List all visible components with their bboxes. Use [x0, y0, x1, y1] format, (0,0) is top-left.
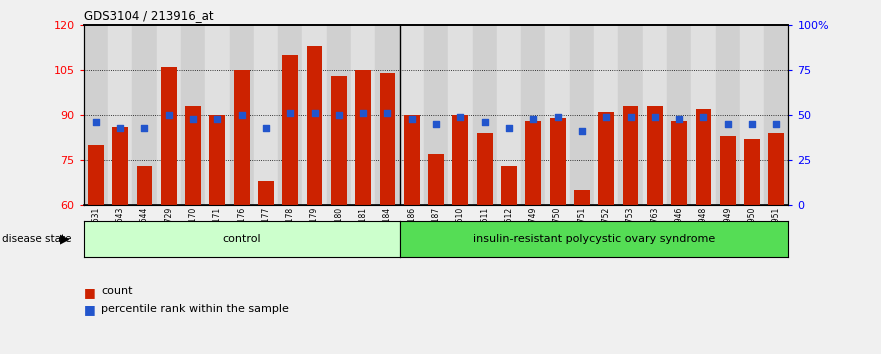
Bar — [671, 121, 687, 205]
Point — [769, 121, 783, 127]
Bar — [428, 154, 444, 205]
Point — [624, 114, 638, 120]
Point — [259, 125, 273, 131]
Bar — [525, 121, 541, 205]
Point — [89, 119, 103, 125]
Text: control: control — [222, 234, 261, 244]
Bar — [157, 25, 181, 205]
Bar — [210, 115, 226, 205]
Text: count: count — [101, 286, 133, 296]
Point — [478, 119, 492, 125]
Bar — [307, 46, 322, 205]
Bar — [768, 133, 784, 205]
Point — [696, 114, 710, 120]
Bar — [720, 136, 736, 205]
Point — [575, 129, 589, 134]
Bar — [497, 25, 522, 205]
Point — [745, 121, 759, 127]
Bar — [161, 67, 177, 205]
Text: disease state: disease state — [2, 234, 71, 244]
Bar — [477, 133, 492, 205]
Bar — [108, 25, 132, 205]
Point — [113, 125, 127, 131]
Point — [502, 125, 516, 131]
Point — [721, 121, 735, 127]
Bar — [181, 25, 205, 205]
Point — [186, 116, 200, 121]
Bar — [254, 25, 278, 205]
Bar — [233, 70, 249, 205]
Point — [356, 110, 370, 116]
Bar — [230, 25, 254, 205]
Bar — [618, 25, 642, 205]
Point — [526, 116, 540, 121]
Bar — [550, 118, 566, 205]
Point — [307, 110, 322, 116]
Bar — [472, 25, 497, 205]
Point — [162, 112, 176, 118]
Bar — [375, 25, 400, 205]
Point — [648, 114, 662, 120]
Bar — [598, 112, 614, 205]
Bar — [545, 25, 570, 205]
Bar — [453, 115, 469, 205]
Bar — [84, 25, 108, 205]
Point — [234, 112, 248, 118]
Point — [429, 121, 443, 127]
Bar — [278, 25, 302, 205]
Point — [551, 114, 565, 120]
Bar — [112, 127, 128, 205]
Bar — [137, 166, 152, 205]
Text: GDS3104 / 213916_at: GDS3104 / 213916_at — [84, 9, 213, 22]
Point — [454, 114, 468, 120]
Bar — [522, 25, 545, 205]
Text: ■: ■ — [84, 286, 95, 298]
Bar — [302, 25, 327, 205]
Text: percentile rank within the sample: percentile rank within the sample — [101, 304, 289, 314]
Bar — [570, 25, 594, 205]
Bar — [283, 55, 298, 205]
Bar — [740, 25, 764, 205]
Bar — [448, 25, 472, 205]
Point — [332, 112, 346, 118]
Bar — [88, 145, 104, 205]
Text: ■: ■ — [84, 303, 95, 316]
Bar — [574, 190, 589, 205]
Bar — [327, 25, 351, 205]
Bar — [594, 25, 618, 205]
Point — [137, 125, 152, 131]
Bar — [258, 181, 274, 205]
Bar — [132, 25, 157, 205]
Point — [211, 116, 225, 121]
Bar — [695, 109, 711, 205]
Bar — [692, 25, 715, 205]
Bar — [185, 106, 201, 205]
Bar — [667, 25, 692, 205]
Bar — [744, 139, 760, 205]
Bar — [331, 76, 347, 205]
Text: ▶: ▶ — [60, 233, 70, 245]
Bar — [642, 25, 667, 205]
Point — [381, 110, 395, 116]
Bar — [715, 25, 740, 205]
Point — [404, 116, 418, 121]
Bar — [424, 25, 448, 205]
Bar — [403, 115, 419, 205]
Bar — [205, 25, 230, 205]
Bar — [380, 73, 396, 205]
Point — [599, 114, 613, 120]
Bar — [400, 25, 424, 205]
Bar — [351, 25, 375, 205]
Bar — [501, 166, 517, 205]
Bar — [355, 70, 371, 205]
Text: insulin-resistant polycystic ovary syndrome: insulin-resistant polycystic ovary syndr… — [473, 234, 715, 244]
Bar — [623, 106, 639, 205]
Point — [283, 110, 297, 116]
Bar — [647, 106, 663, 205]
Point — [672, 116, 686, 121]
Bar — [764, 25, 788, 205]
